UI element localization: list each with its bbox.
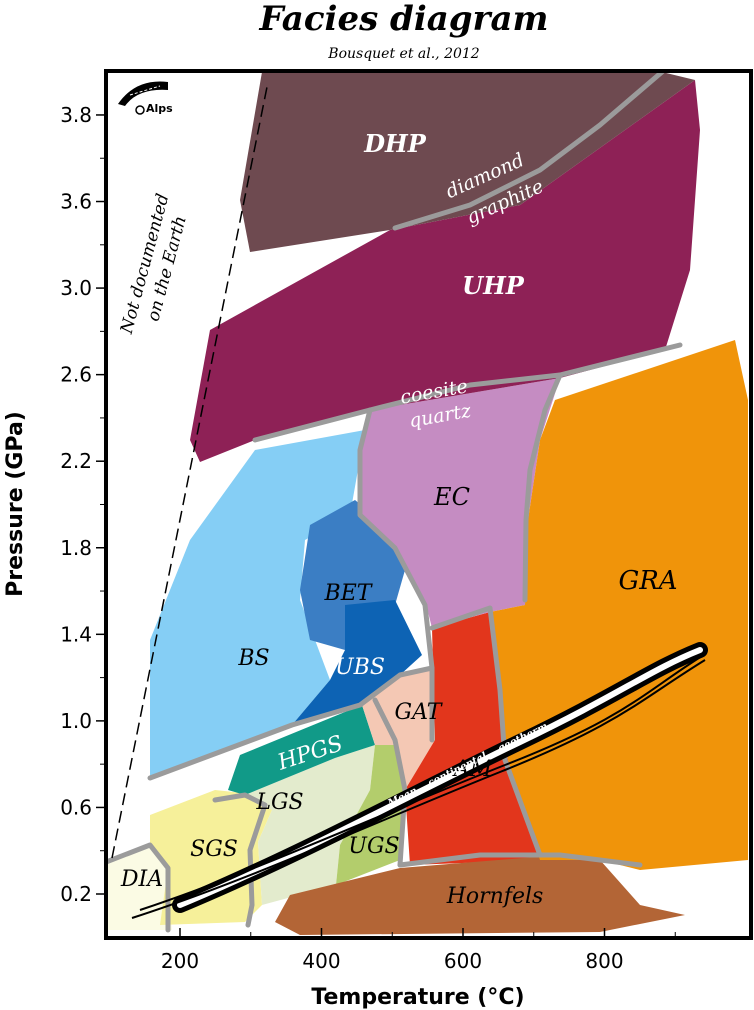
field-HPGS: [228, 705, 375, 795]
field-GRA: [490, 340, 748, 870]
y-tick-label: 0.2: [60, 882, 92, 906]
label-BET: BET: [324, 581, 374, 606]
x-tick-label: 200: [161, 949, 199, 973]
boundary-gs-top: [147, 665, 435, 781]
y-tick-label: 1.8: [60, 536, 92, 560]
field-GAT: [362, 668, 435, 790]
field-SGS: [150, 790, 272, 925]
x-axis-ticks: 200 400 600 800: [161, 928, 676, 973]
y-tick-label: 1.4: [60, 622, 92, 646]
y-tick-label: 3.8: [60, 103, 92, 127]
label-Hornfels: Hornfels: [446, 884, 544, 909]
y-axis-label: Pressure (GPa): [3, 411, 28, 597]
field-UHP: [190, 80, 700, 462]
boundary-diamond-graphite: [392, 71, 665, 231]
y-tick-label: 0.6: [60, 795, 92, 819]
boundary-sgs: [212, 792, 268, 928]
label-GRA: GRA: [618, 566, 677, 596]
label-EC: EC: [433, 483, 470, 511]
field-EC: [360, 378, 560, 628]
facies-fields: [106, 72, 748, 935]
field-DHP: [240, 72, 695, 252]
field-Hornfels: [275, 855, 685, 935]
boundary-ec-gra: [522, 372, 563, 603]
logo-text: Alps: [146, 102, 173, 115]
chart-subtitle: Bousquet et al., 2012: [327, 46, 480, 62]
boundary-hpgs-gat: [372, 697, 408, 868]
facies-boundaries: [106, 71, 683, 933]
alps-logo: Alps: [118, 81, 173, 115]
x-tick-label: 600: [444, 949, 482, 973]
not-documented-limit-line: [111, 81, 269, 859]
label-BS: BS: [237, 646, 269, 671]
label-UBS: UBS: [335, 655, 385, 680]
y-tick-label: 2.6: [60, 363, 92, 387]
label-DHP: DHP: [363, 129, 426, 158]
label-SGS: SGS: [190, 837, 238, 862]
label-UHP: UHP: [462, 271, 525, 300]
y-tick-label: 3.6: [60, 190, 92, 214]
label-AM: AM: [452, 757, 493, 782]
x-axis-label: Temperature (°C): [311, 985, 524, 1010]
field-UBS: [292, 600, 422, 725]
boundary-hornfels: [397, 852, 643, 868]
label-GAT: GAT: [395, 700, 444, 725]
mean-continental-geotherm: [131, 642, 708, 919]
y-axis-ticks: 0.2 0.6 1.0 1.4 1.8 2.2 2.6 3.0 3.6 3.8: [60, 103, 106, 906]
x-tick-label: 800: [585, 949, 623, 973]
boundary-coesite-quartz: [252, 342, 683, 443]
label-DIA: DIA: [120, 867, 163, 892]
boundary-am-gra: [429, 605, 543, 858]
boundary-dia: [106, 842, 171, 933]
y-tick-label: 2.2: [60, 449, 92, 473]
x-tick-label: 400: [302, 949, 340, 973]
label-UGS: UGS: [348, 834, 399, 859]
label-LGS: LGS: [255, 790, 303, 815]
y-tick-label: 1.0: [60, 709, 92, 733]
y-tick-label: 3.0: [60, 276, 92, 300]
field-BS: [150, 430, 365, 778]
chart-title: Facies diagram: [259, 0, 549, 39]
field-AM: [405, 612, 540, 865]
